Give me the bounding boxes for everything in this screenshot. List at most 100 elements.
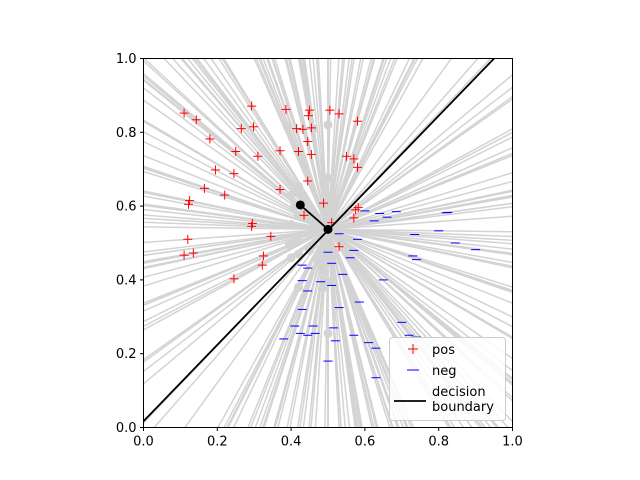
- highlight-point: [323, 224, 333, 234]
- pos-point: [266, 231, 276, 241]
- pos-point: [306, 123, 316, 133]
- pos-point: [275, 146, 285, 156]
- projection-dot: [323, 173, 333, 183]
- projection-dot: [286, 253, 296, 263]
- pos-point: [303, 176, 313, 186]
- pos-point: [191, 115, 201, 125]
- pos-point: [349, 213, 359, 223]
- pos-point: [275, 184, 285, 194]
- legend-neg-label: neg: [432, 364, 457, 379]
- projection-dot: [319, 268, 329, 278]
- projection-dot: [316, 260, 326, 270]
- legend: pos neg decision boundary: [389, 337, 506, 421]
- projection-dot: [293, 249, 303, 259]
- pos-point: [179, 250, 189, 260]
- pos-point: [325, 105, 335, 115]
- projection-dot: [282, 122, 292, 132]
- pos-point: [303, 137, 313, 147]
- pos-point: [257, 260, 267, 270]
- pos-point: [299, 210, 309, 220]
- projection-dot: [286, 220, 296, 230]
- pos-point: [298, 124, 308, 134]
- projection-dot: [293, 231, 303, 241]
- pos-point: [353, 203, 363, 213]
- y-tick-label: 0.6: [116, 200, 137, 215]
- highlight-point: [295, 200, 305, 210]
- pos-point: [184, 199, 194, 209]
- pos-point: [281, 104, 291, 114]
- pos-point: [188, 248, 198, 258]
- pos-point: [220, 190, 230, 200]
- pos-point: [334, 109, 344, 119]
- decision-boundary-line: [142, 57, 495, 422]
- pos-point: [229, 169, 239, 179]
- projection-dot: [308, 124, 318, 134]
- y-tick-label: 0.4: [116, 273, 137, 288]
- pos-point: [248, 122, 258, 132]
- y-axis: 0.0 0.2 0.4 0.6 0.8 1.0: [116, 52, 144, 436]
- highlight-segment: [299, 204, 329, 231]
- pos-point: [319, 198, 329, 208]
- projection-dot: [323, 190, 333, 200]
- legend-boundary-label: decision boundary: [432, 385, 494, 415]
- x-tick-label: 0.4: [281, 435, 302, 450]
- projection-dot: [293, 282, 303, 292]
- pos-point: [303, 111, 313, 121]
- x-tick-label: 0.0: [133, 435, 154, 450]
- x-tick-label: 1.0: [502, 435, 523, 450]
- projection-dot: [284, 240, 294, 250]
- projection-dot: [293, 210, 303, 220]
- pos-point: [210, 165, 220, 175]
- legend-pos-label: pos: [432, 343, 455, 358]
- y-tick-label: 0.0: [116, 421, 137, 436]
- pos-point: [199, 183, 209, 193]
- projection-dot: [293, 181, 303, 191]
- x-tick-label: 0.6: [355, 435, 376, 450]
- projection-dot: [308, 221, 318, 231]
- pos-point: [236, 124, 246, 134]
- legend-box: [389, 337, 506, 421]
- projection-dot: [312, 212, 322, 222]
- pos-point: [353, 116, 363, 126]
- pos-point: [185, 196, 195, 206]
- y-tick-label: 0.2: [116, 347, 137, 362]
- projection-dot: [323, 328, 333, 338]
- pos-point: [253, 151, 263, 161]
- y-tick-label: 0.8: [116, 126, 137, 141]
- x-tick-label: 0.2: [207, 435, 228, 450]
- projection-dot: [323, 120, 333, 130]
- pos-point: [231, 146, 241, 156]
- decision-boundary-group: [142, 57, 495, 422]
- projection-dot: [319, 282, 329, 292]
- projection-dot: [319, 197, 329, 207]
- highlight-group: [295, 200, 333, 234]
- projection-dot: [319, 182, 329, 192]
- pos-point: [305, 105, 315, 115]
- pos-point: [229, 274, 239, 284]
- pos-point: [341, 151, 351, 161]
- plot-frame: [143, 58, 513, 428]
- pos-point: [334, 242, 344, 252]
- pos-point: [293, 146, 303, 156]
- pos-point: [179, 108, 189, 118]
- y-tick-label: 1.0: [116, 52, 137, 67]
- x-tick-label: 0.8: [428, 435, 449, 450]
- neg-series: [279, 210, 481, 379]
- pos-point: [247, 221, 257, 231]
- projection-dot: [286, 190, 296, 200]
- projection-dot: [312, 253, 322, 263]
- pos-point: [205, 134, 215, 144]
- pos-point: [258, 251, 268, 261]
- pos-point: [306, 149, 316, 159]
- projection-dots: [282, 120, 333, 338]
- pos-series: [179, 101, 363, 284]
- pos-point: [292, 124, 302, 134]
- pos-point: [353, 162, 363, 172]
- pos-point: [247, 101, 257, 111]
- pos-point: [349, 154, 359, 164]
- x-axis: 0.0 0.2 0.4 0.6 0.8 1.0: [133, 427, 523, 450]
- pos-point: [183, 234, 193, 244]
